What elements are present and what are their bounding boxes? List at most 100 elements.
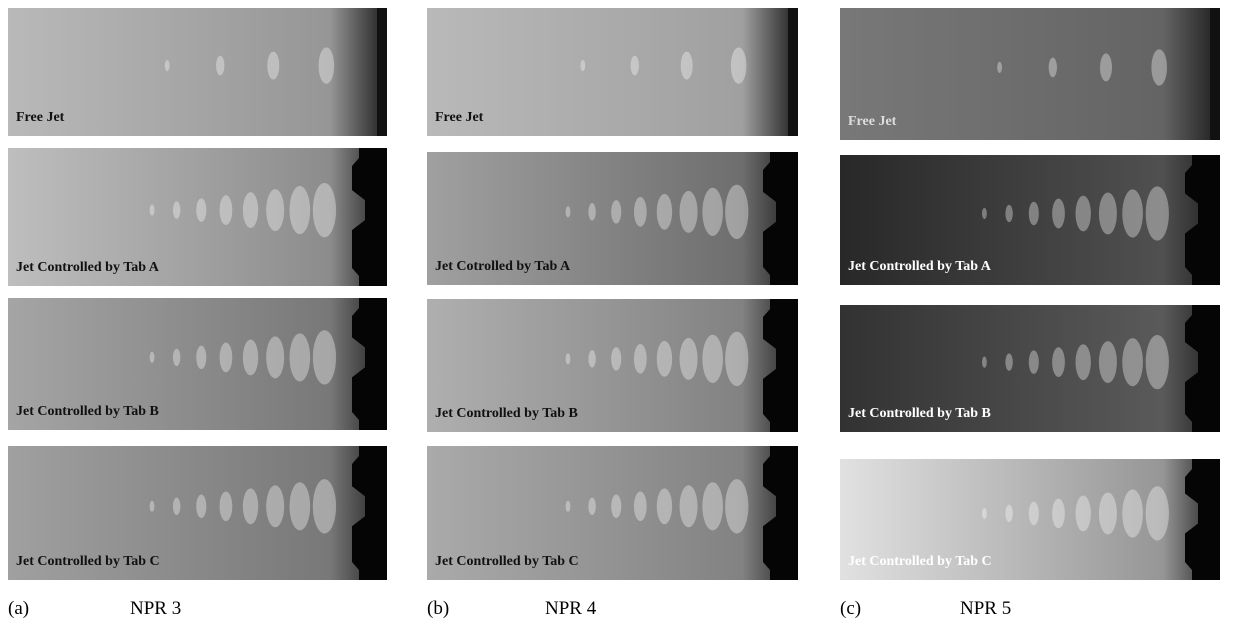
shock-cell (313, 479, 336, 533)
jet-image: Free Jet (8, 8, 387, 136)
jet-image: Jet Cotrolled by Tab A (427, 152, 798, 285)
shock-cell (588, 498, 595, 515)
nozzle (352, 446, 387, 580)
shock-cell (702, 482, 723, 530)
panel-edge (377, 8, 387, 136)
shock-cell (1076, 344, 1091, 380)
nozzle (352, 298, 387, 430)
shock-cell (266, 189, 284, 231)
shock-cell (1151, 49, 1167, 85)
shock-cell (1005, 205, 1012, 222)
panel-label: Free Jet (16, 110, 64, 126)
shock-cell (982, 508, 987, 519)
shock-cell (165, 60, 170, 71)
jet-image: Free Jet (427, 8, 798, 136)
shock-cell (611, 347, 621, 371)
jet-visual (840, 8, 1220, 140)
shock-cell (173, 201, 180, 218)
shock-cell (1099, 193, 1117, 235)
shock-cell (220, 491, 233, 521)
panel-label: Jet Cotrolled by Tab A (435, 259, 570, 275)
shock-cell (1146, 486, 1169, 540)
panel-label: Jet Controlled by Tab A (848, 259, 991, 275)
shock-cell (173, 349, 180, 366)
nozzle (1185, 155, 1220, 285)
shock-cell (634, 197, 647, 227)
panel-label: Jet Controlled by Tab A (16, 260, 159, 276)
shock-cell (313, 330, 336, 384)
shock-cell (566, 353, 571, 364)
shock-cell (680, 338, 698, 380)
shock-cell (196, 198, 206, 222)
shock-cell (634, 491, 647, 521)
panel-label: Free Jet (435, 110, 483, 126)
shock-cell (580, 60, 585, 71)
shock-cell (1122, 489, 1143, 537)
shock-cell (1052, 499, 1065, 529)
panel-label: Jet Controlled by Tab B (848, 406, 991, 422)
subfigure-caption: NPR 4 (545, 598, 596, 620)
shock-cell (1029, 502, 1039, 526)
subfigure-label: (b) (427, 598, 449, 620)
shock-cell (680, 485, 698, 527)
shock-cell (680, 191, 698, 233)
jet-image: Jet Controlled by Tab C (840, 459, 1220, 580)
shock-cell (150, 205, 155, 216)
panel-label: Jet Controlled by Tab B (435, 406, 578, 422)
panel-label: Jet Controlled by Tab C (435, 554, 579, 570)
shock-cell (1146, 186, 1169, 240)
shock-cell (657, 194, 672, 230)
subfigure-label: (c) (840, 598, 861, 620)
shock-cell (319, 47, 335, 83)
shock-cell (196, 495, 206, 519)
shock-cell (290, 333, 311, 381)
shock-cell (243, 339, 258, 375)
shock-cell (1029, 202, 1039, 226)
shock-cell (196, 346, 206, 370)
jet-image: Jet Controlled by Tab B (8, 298, 387, 430)
shock-cell (731, 47, 747, 83)
nozzle (763, 446, 798, 580)
panel-label: Jet Controlled by Tab C (16, 554, 160, 570)
panel-edge (788, 8, 798, 136)
shock-cell (243, 488, 258, 524)
shock-cell (173, 498, 180, 515)
shock-cell (1052, 199, 1065, 229)
shock-cell (266, 485, 284, 527)
shock-cell (702, 188, 723, 236)
panel-label: Free Jet (848, 114, 896, 130)
shock-cell (220, 195, 233, 225)
shock-cell (982, 357, 987, 368)
shock-cell (725, 332, 748, 386)
shock-cell (566, 206, 571, 217)
shock-cell (1052, 347, 1065, 377)
shock-cell (150, 501, 155, 512)
shock-cell (1076, 496, 1091, 532)
jet-image: Jet Controlled by Tab C (8, 446, 387, 580)
shock-cell (1100, 53, 1112, 81)
shock-cell (1005, 353, 1012, 370)
shock-cell (290, 482, 311, 530)
nozzle (763, 299, 798, 432)
shock-cell (243, 192, 258, 228)
shock-cell (702, 335, 723, 383)
shock-cell (634, 344, 647, 374)
nozzle (1185, 305, 1220, 432)
shock-cell (266, 336, 284, 378)
shock-cell (681, 52, 693, 80)
figure: Free Jet Jet Controlled by Tab A Jet Contr… (0, 0, 1234, 628)
shock-cell (997, 62, 1002, 73)
nozzle (1185, 459, 1220, 580)
shock-cell (1122, 338, 1143, 386)
panel-label: Jet Controlled by Tab C (848, 554, 992, 570)
shock-cell (313, 183, 336, 237)
jet-image: Jet Controlled by Tab A (840, 155, 1220, 285)
shock-cell (631, 56, 639, 76)
shock-cell (611, 200, 621, 224)
shock-cell (290, 186, 311, 234)
subfigure-caption: NPR 5 (960, 598, 1011, 620)
shock-cell (1099, 341, 1117, 383)
shock-cell (657, 341, 672, 377)
shock-cell (611, 495, 621, 519)
shock-cell (588, 203, 595, 220)
